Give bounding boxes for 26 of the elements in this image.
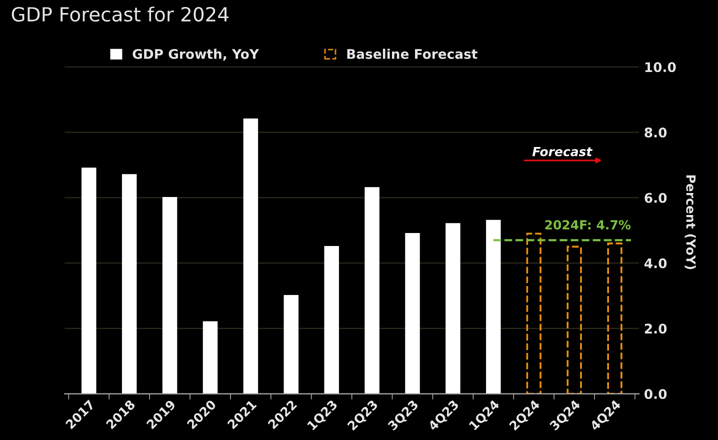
y-tick-label: 2.0 xyxy=(644,324,667,334)
bar xyxy=(202,321,218,394)
bar xyxy=(566,246,582,394)
bar xyxy=(364,187,380,394)
legend-label: Baseline Forecast xyxy=(347,48,478,59)
y-tick-label: 8.0 xyxy=(644,128,667,138)
bar xyxy=(486,220,501,394)
y-axis-title: Percent (YoY) xyxy=(684,175,696,270)
bar xyxy=(82,168,96,394)
y-tick-label: 10.0 xyxy=(645,62,676,72)
annotation: Forecast xyxy=(532,146,593,156)
ref-line-label: 2024F: 4.7% xyxy=(545,220,631,230)
bar xyxy=(446,223,460,394)
y-tick-label: 6.0 xyxy=(644,192,667,203)
y-tick-label: 4.0 xyxy=(644,258,667,268)
bar xyxy=(284,295,299,394)
bar xyxy=(122,174,137,394)
bar xyxy=(607,242,622,394)
legend-label: GDP Growth, YoY xyxy=(132,48,260,61)
bar xyxy=(324,246,339,394)
bar xyxy=(405,232,420,394)
bar xyxy=(162,196,178,394)
bar xyxy=(243,118,258,394)
chart-title: GDP Forecast for 2024 xyxy=(12,6,228,22)
bar xyxy=(526,232,542,394)
y-tick-label: 0.0 xyxy=(644,389,667,399)
